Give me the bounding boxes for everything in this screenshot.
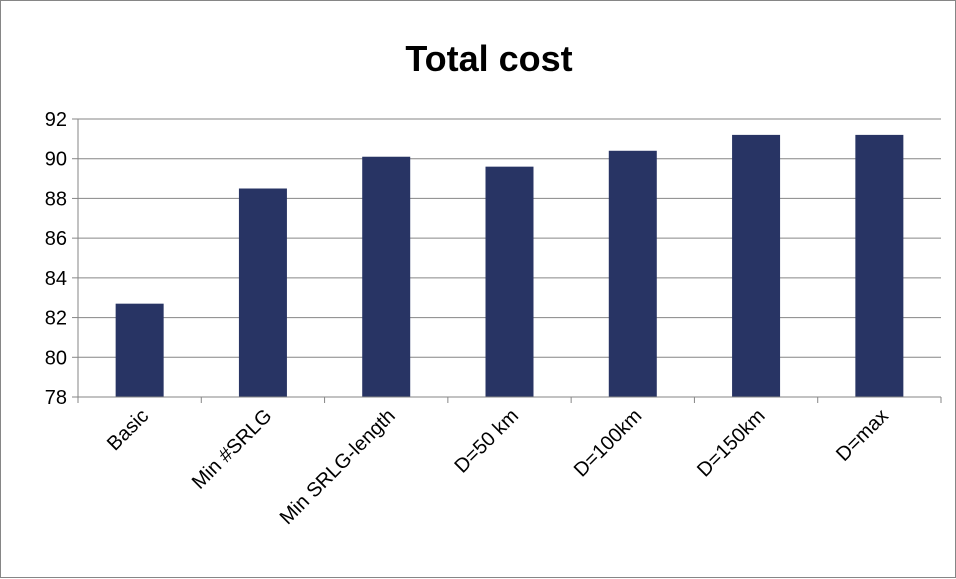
y-tick-label: 84: [45, 268, 67, 290]
axes: [72, 118, 942, 403]
y-tick-label: 80: [45, 347, 67, 369]
x-tick-label: Min SRLG-length: [276, 405, 400, 529]
y-tick-label: 78: [45, 387, 67, 409]
bar: [732, 134, 781, 397]
y-tick-label: 90: [45, 149, 67, 171]
x-tick-label: D=100km: [570, 405, 646, 481]
x-tick-label: Basic: [103, 405, 153, 455]
bar: [485, 166, 534, 397]
x-tick-label: D=max: [832, 405, 893, 466]
bar: [115, 303, 164, 397]
y-tick-labels: 78 80 82 84 86 88 90 92: [45, 109, 67, 409]
bar: [362, 156, 411, 397]
x-tick-label: Min #SRLG: [188, 405, 277, 494]
bars: [115, 134, 904, 397]
y-tick-label: 86: [45, 228, 67, 250]
bar: [238, 188, 287, 397]
y-tick-label: 88: [45, 188, 67, 210]
x-tick-label: D=50 km: [450, 405, 523, 478]
x-tick-label: D=150km: [693, 405, 769, 481]
bar: [608, 150, 657, 397]
chart-title: Total cost: [405, 38, 572, 79]
bar: [855, 134, 904, 397]
y-tick-label: 92: [45, 109, 67, 131]
x-tick-labels: Basic Min #SRLG Min SRLG-length D=50 km D=10…: [103, 405, 893, 529]
y-tick-label: 82: [45, 308, 67, 330]
